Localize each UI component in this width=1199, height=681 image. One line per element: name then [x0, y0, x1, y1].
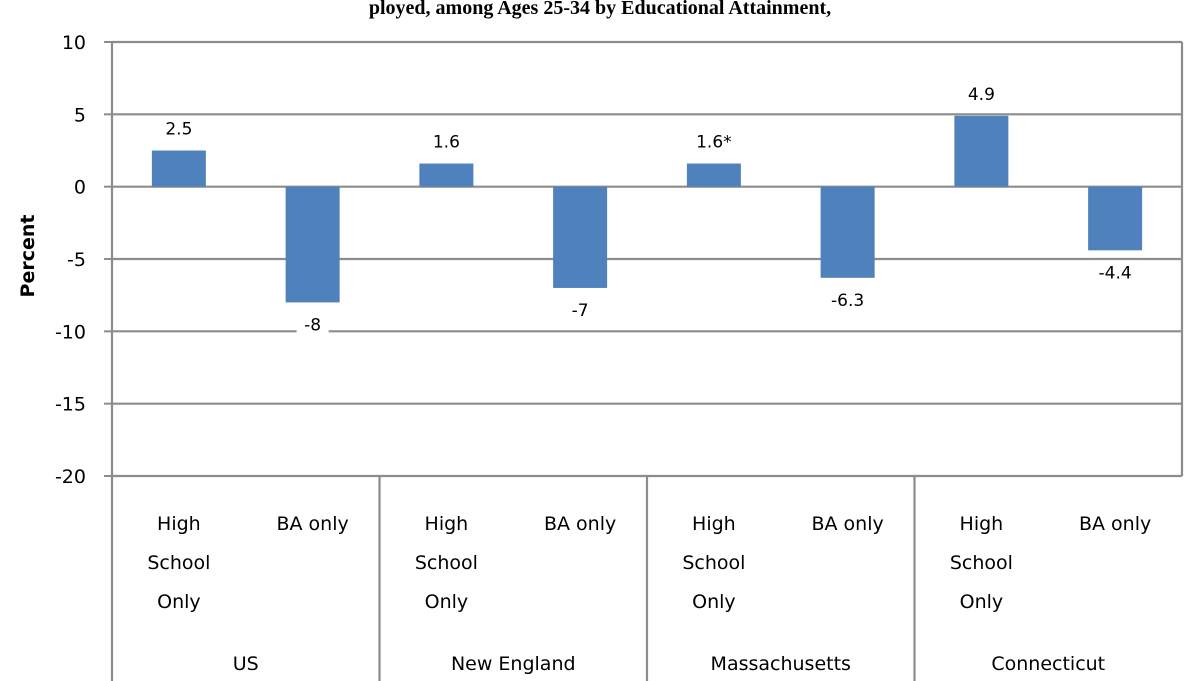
category-label: High — [157, 513, 201, 535]
axes — [104, 41, 1184, 681]
data-label: -4.4 — [1099, 263, 1132, 283]
y-tick-label: -10 — [55, 321, 86, 343]
gridlines — [112, 40, 1182, 478]
category-label: High — [425, 513, 469, 535]
category-label: High — [960, 513, 1004, 535]
category-label: BA only — [811, 513, 883, 535]
bar — [285, 186, 340, 303]
category-label: Only — [157, 591, 201, 613]
y-tick-label: 5 — [74, 104, 86, 126]
data-label: -6.3 — [831, 291, 864, 311]
category-label: BA only — [544, 513, 616, 535]
y-tick-labels: 10 5 0 -5 -10 -15 -20 — [55, 32, 86, 488]
bar — [954, 115, 1009, 187]
y-tick-label: 0 — [74, 177, 86, 199]
y-tick-label: -15 — [55, 394, 86, 416]
category-label: School — [147, 552, 210, 574]
data-label: 2.5 — [165, 120, 192, 140]
y-axis-label: Percent — [17, 215, 39, 298]
category-label: School — [682, 552, 745, 574]
category-label: Only — [692, 591, 736, 613]
data-label: -8 — [304, 315, 321, 335]
y-tick-label: 10 — [62, 32, 86, 54]
group-label: Connecticut — [991, 653, 1105, 675]
data-label: 4.9 — [968, 85, 995, 105]
group-label: US — [233, 653, 259, 675]
category-labels: High School Only BA only US High School Only BA … — [147, 513, 1151, 675]
bar — [1088, 186, 1143, 251]
data-label: -7 — [572, 301, 589, 321]
category-label: School — [950, 552, 1013, 574]
data-labels: 2.5 -8 1.6 -7 1.6* -6.3 4.9 -4.4 — [157, 81, 1142, 337]
bar — [151, 150, 206, 187]
bar — [553, 186, 608, 288]
bar — [686, 163, 741, 187]
group-label: Massachusetts — [711, 653, 851, 675]
bars — [151, 115, 1143, 303]
category-label: Only — [425, 591, 469, 613]
category-label: BA only — [1079, 513, 1151, 535]
bar — [419, 163, 474, 187]
data-label-background — [157, 116, 200, 141]
data-label-background — [296, 312, 329, 337]
data-label-background — [564, 297, 597, 322]
data-label: 1.6* — [696, 133, 732, 153]
data-label-background — [1089, 260, 1142, 285]
bar — [820, 186, 875, 278]
y-tick-label: -20 — [55, 466, 86, 488]
category-label: High — [692, 513, 736, 535]
category-label: BA only — [276, 513, 348, 535]
category-label: Only — [960, 591, 1004, 613]
chart-title: ployed, among Ages 25-34 by Educational … — [369, 0, 831, 19]
data-label-background — [425, 129, 468, 154]
data-label-background — [821, 287, 874, 312]
y-tick-label: -5 — [67, 249, 86, 271]
data-label-background — [687, 129, 740, 154]
group-label: New England — [451, 653, 576, 675]
category-label: School — [415, 552, 478, 574]
data-label: 1.6 — [433, 133, 460, 153]
data-label-background — [960, 81, 1003, 106]
